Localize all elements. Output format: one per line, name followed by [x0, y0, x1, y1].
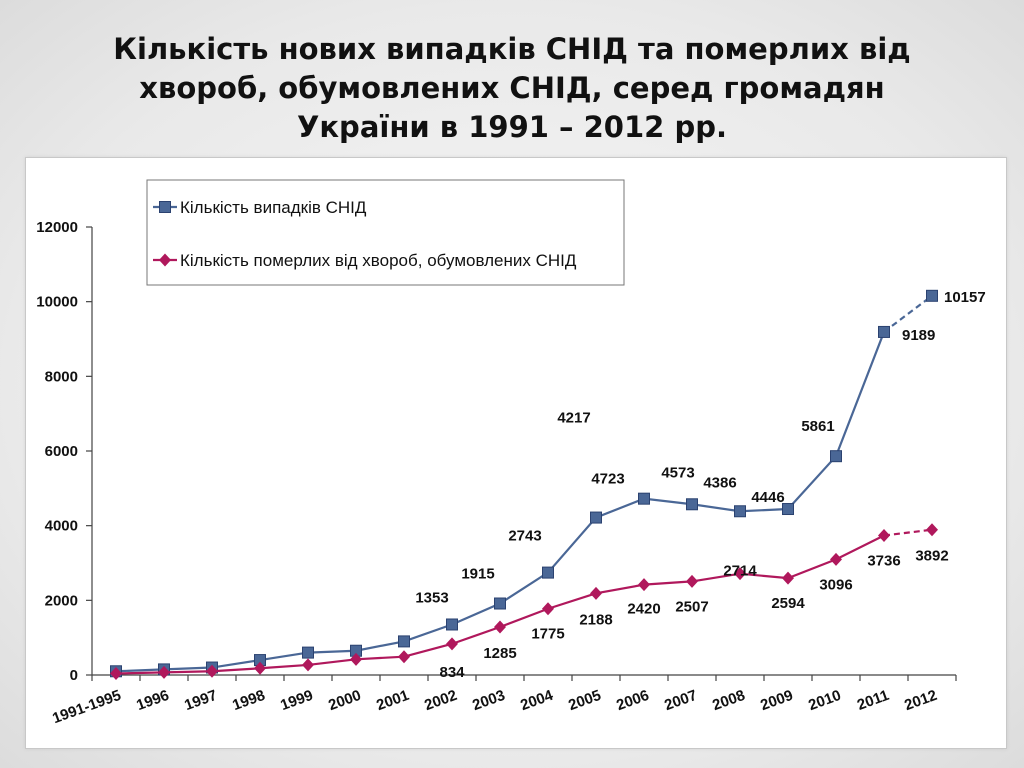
legend-marker-1 — [159, 201, 171, 213]
series-1-data-label: 9189 — [902, 327, 935, 344]
x-tick-label: 2002 — [422, 687, 459, 714]
title-line-2: хвороб, обумовлених СНІД, серед громадян — [139, 71, 885, 105]
slide-title: Кількість нових випадків СНІД та померли… — [60, 30, 964, 147]
y-tick-label: 6000 — [45, 443, 78, 460]
series-2-marker — [350, 652, 362, 666]
series-1-data-label: 4446 — [751, 489, 784, 506]
y-tick-label: 8000 — [45, 368, 78, 385]
series-2-marker — [638, 578, 650, 592]
series-1-data-label: 1915 — [461, 566, 494, 583]
series-2-marker — [398, 650, 410, 664]
x-tick-label: 2008 — [710, 687, 747, 714]
series-2-data-label: 3892 — [915, 548, 948, 565]
x-tick-label: 2010 — [806, 687, 843, 714]
series-2-data-label: 2507 — [675, 598, 708, 615]
title-line-1: Кількість нових випадків СНІД та померли… — [113, 32, 911, 66]
series-1-data-label: 4217 — [557, 410, 590, 427]
y-tick-label: 10000 — [36, 294, 78, 311]
series-1-data-label: 1353 — [415, 589, 448, 606]
title-line-3: України в 1991 – 2012 рр. — [297, 110, 727, 144]
x-tick-label: 2003 — [470, 687, 507, 714]
legend-label-2: Кількість померлих від хвороб, обумовлен… — [180, 251, 577, 270]
series-2-data-label: 2714 — [723, 563, 757, 580]
series-1-marker — [782, 503, 794, 516]
x-tick-label: 2007 — [662, 687, 699, 714]
x-tick-label: 2009 — [758, 687, 795, 714]
x-tick-label: 1998 — [230, 687, 267, 714]
series-2-data-label: 1775 — [531, 626, 564, 643]
series-2-dashed-segment — [883, 528, 933, 537]
legend-marker-2 — [159, 253, 171, 267]
series-2-marker — [542, 602, 554, 616]
x-tick-label: 2001 — [374, 687, 411, 714]
series-1-marker — [926, 289, 938, 302]
series-2-marker — [302, 658, 314, 672]
series-1-data-label: 4573 — [661, 464, 694, 481]
x-tick-label: 2012 — [902, 687, 939, 714]
series-1-marker — [494, 597, 506, 610]
series-2-marker — [254, 661, 266, 675]
series-1-marker — [638, 492, 650, 505]
series-2-marker — [686, 574, 698, 588]
legend-label-1: Кількість випадків СНІД — [180, 198, 367, 217]
series-1-marker — [590, 511, 602, 524]
x-tick-label: 2005 — [566, 687, 603, 714]
x-tick-label: 1997 — [182, 687, 219, 714]
series-2-marker — [494, 620, 506, 634]
series-1-marker — [302, 646, 314, 659]
y-tick-label: 12000 — [36, 219, 78, 236]
x-tick-label: 1996 — [134, 687, 171, 714]
line-chart: 0 2000 4000 6000 8000 10000 12000 1991-1995 1996… — [36, 179, 986, 728]
series-2-marker — [830, 552, 842, 566]
series-1-marker — [878, 325, 890, 338]
series-2-marker — [158, 665, 170, 679]
y-tick-label: 0 — [70, 667, 78, 684]
series-1-data-label: 10157 — [944, 289, 986, 306]
series-1-marker — [446, 618, 458, 631]
y-tick-label: 4000 — [45, 518, 78, 535]
x-tick-label: 2004 — [518, 687, 556, 715]
series-2-data-label: 3736 — [867, 553, 900, 570]
series-2-data-label: 3096 — [819, 576, 852, 593]
series-2-marker — [878, 529, 890, 543]
x-tick-label: 2011 — [855, 687, 891, 714]
x-tick-label: 2000 — [326, 687, 363, 714]
series-2-marker — [926, 523, 938, 537]
series-2-marker — [446, 637, 458, 651]
series-2-data-label: 2420 — [627, 601, 660, 618]
x-tick-label: 1999 — [278, 687, 315, 714]
x-tick-label: 1991-1995 — [50, 687, 123, 728]
series-1-dashed-segment — [883, 294, 933, 333]
series-1-marker — [398, 635, 410, 648]
x-tick-label: 2006 — [614, 687, 651, 714]
series-2-marker — [734, 567, 746, 581]
series-1-marker — [686, 498, 698, 511]
series-2-data-label: 2188 — [579, 611, 612, 628]
series-1-marker — [734, 505, 746, 518]
series-2-marker — [206, 664, 218, 678]
series-1-data-label: 4386 — [703, 474, 736, 491]
series-2-data-label: 1285 — [483, 645, 516, 662]
series-2-data-label: 834 — [439, 664, 465, 681]
series-1-marker — [542, 566, 554, 579]
series-2-marker — [782, 571, 794, 585]
legend-box — [146, 179, 625, 286]
series-1-marker — [830, 450, 842, 463]
series-1-data-label: 4723 — [591, 471, 624, 488]
series-2-marker — [590, 586, 602, 600]
series-1-data-label: 5861 — [801, 418, 834, 435]
series-1-data-label: 2743 — [508, 528, 541, 545]
series-2-marker — [110, 667, 122, 681]
y-tick-label: 2000 — [45, 592, 78, 609]
series-2-data-label: 2594 — [771, 595, 805, 612]
chart-panel: 0 2000 4000 6000 8000 10000 12000 1991-1995 1996… — [25, 157, 1007, 749]
